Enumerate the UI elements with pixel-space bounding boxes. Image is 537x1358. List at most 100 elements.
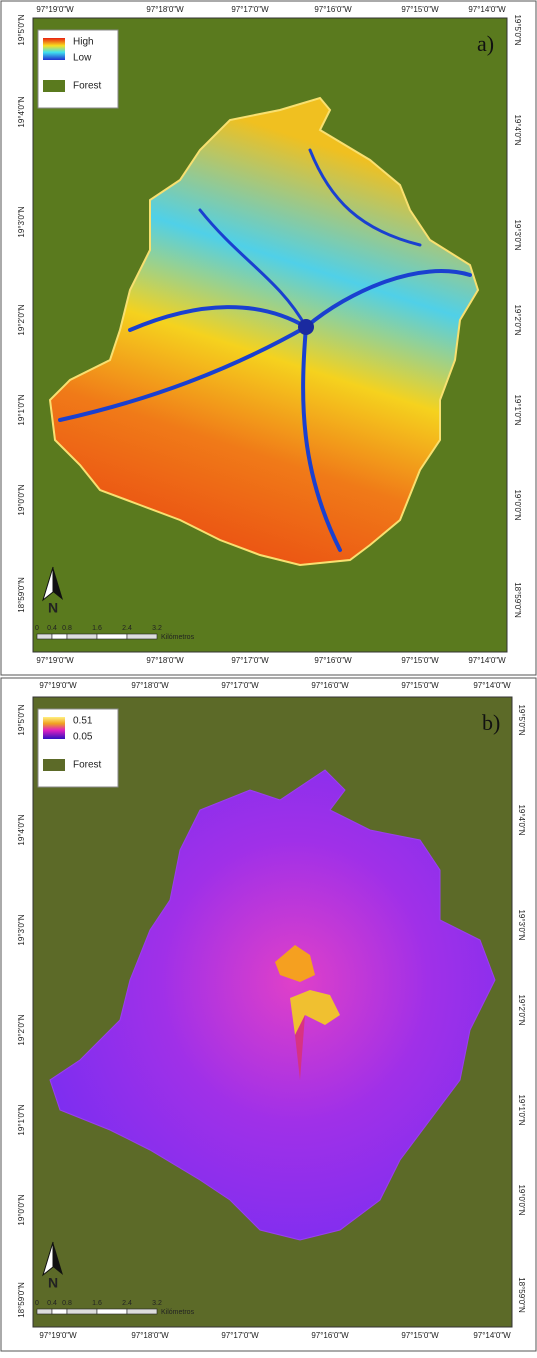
scale-label: 3.2 xyxy=(152,1300,162,1307)
scale-label: 0.8 xyxy=(62,625,72,632)
latitude-label: 19°4'0"N xyxy=(517,804,526,835)
volcano-index-map xyxy=(49,769,496,1241)
latitude-label: 19°2'0"N xyxy=(517,994,526,1025)
legend-forest: Forest xyxy=(73,760,102,771)
summit-high xyxy=(290,990,340,1035)
scale-label: 1.6 xyxy=(92,1300,102,1307)
scale-segment xyxy=(66,1308,98,1315)
longitude-label: 97°16'0"W xyxy=(314,656,352,665)
latitude-label: 19°3'0"N xyxy=(17,914,26,945)
latitude-label: 19°5'0"N xyxy=(17,14,26,45)
latitude-label: 19°0'0"N xyxy=(17,1194,26,1225)
drainage-lines xyxy=(58,148,472,552)
legend-low: Low xyxy=(73,53,92,64)
scale-label: 2.4 xyxy=(122,1300,132,1307)
north-arrow xyxy=(53,567,63,600)
longitude-label: 97°14'0"W xyxy=(468,5,506,14)
latitude-label: 19°5'0"N xyxy=(17,704,26,735)
scale-segment xyxy=(51,633,68,640)
scale-segment xyxy=(66,633,98,640)
longitude-label: 97°16'0"W xyxy=(314,5,352,14)
legend-high: High xyxy=(73,37,94,48)
longitude-label: 97°19'0"W xyxy=(36,656,74,665)
legend-forest-swatch xyxy=(43,759,65,771)
latitude-label: 18°59'0"N xyxy=(513,582,522,618)
latitude-label: 19°2'0"N xyxy=(17,304,26,335)
longitude-label: 97°15'0"W xyxy=(401,681,439,690)
legend-forest: Forest xyxy=(73,81,102,92)
crater xyxy=(298,319,314,335)
north-label: N xyxy=(48,1275,58,1291)
summit-high xyxy=(295,1015,305,1080)
longitude-label: 97°14'0"W xyxy=(473,681,511,690)
longitude-label: 97°18'0"W xyxy=(131,1331,169,1340)
longitude-label: 97°17'0"W xyxy=(231,656,269,665)
legend-forest-swatch xyxy=(43,80,65,92)
scale-segment xyxy=(36,1308,53,1315)
latitude-label: 19°3'0"N xyxy=(513,219,522,250)
longitude-label: 97°15'0"W xyxy=(401,1331,439,1340)
scale-unit: Kilómetros xyxy=(161,1309,195,1316)
scale-label: 0 xyxy=(35,1300,39,1307)
longitude-label: 97°16'0"W xyxy=(311,681,349,690)
longitude-label: 97°14'0"W xyxy=(473,1331,511,1340)
longitude-label: 97°15'0"W xyxy=(401,656,439,665)
scale-segment xyxy=(126,633,158,640)
scale-label: 0.4 xyxy=(47,625,57,632)
longitude-label: 97°15'0"W xyxy=(401,5,439,14)
latitude-label: 19°3'0"N xyxy=(517,909,526,940)
scale-segment xyxy=(96,1308,128,1315)
longitude-label: 97°16'0"W xyxy=(311,1331,349,1340)
latitude-label: 19°1'0"N xyxy=(517,1094,526,1125)
longitude-label: 97°17'0"W xyxy=(221,681,259,690)
latitude-label: 18°59'0"N xyxy=(17,1282,26,1318)
scale-label: 0.4 xyxy=(47,1300,57,1307)
longitude-label: 97°19'0"W xyxy=(39,681,77,690)
scale-label: 1.6 xyxy=(92,625,102,632)
legend-ramp xyxy=(43,38,65,60)
latitude-label: 19°4'0"N xyxy=(17,814,26,845)
scale-unit: Kilómetros xyxy=(161,634,195,641)
longitude-label: 97°14'0"W xyxy=(468,656,506,665)
latitude-label: 19°4'0"N xyxy=(513,114,522,145)
latitude-label: 19°2'0"N xyxy=(17,1014,26,1045)
longitude-label: 97°17'0"W xyxy=(231,5,269,14)
latitude-label: 19°0'0"N xyxy=(517,1184,526,1215)
latitude-label: 19°2'0"N xyxy=(513,304,522,335)
latitude-label: 19°5'0"N xyxy=(517,704,526,735)
latitude-label: 19°1'0"N xyxy=(17,1104,26,1135)
latitude-label: 19°1'0"N xyxy=(17,394,26,425)
longitude-label: 97°18'0"W xyxy=(146,656,184,665)
scale-label: 0.8 xyxy=(62,1300,72,1307)
longitude-label: 97°18'0"W xyxy=(146,5,184,14)
latitude-label: 19°1'0"N xyxy=(513,394,522,425)
scale-label: 0 xyxy=(35,625,39,632)
summit-high xyxy=(275,945,315,982)
scale-label: 3.2 xyxy=(152,625,162,632)
latitude-label: 19°5'0"N xyxy=(513,14,522,45)
latitude-label: 19°0'0"N xyxy=(17,484,26,515)
legend-ramp xyxy=(43,717,65,739)
latitude-label: 19°0'0"N xyxy=(513,489,522,520)
longitude-label: 97°18'0"W xyxy=(131,681,169,690)
panel-label: b) xyxy=(482,710,500,735)
latitude-label: 18°59'0"N xyxy=(517,1277,526,1313)
longitude-label: 97°19'0"W xyxy=(36,5,74,14)
longitude-label: 97°19'0"W xyxy=(39,1331,77,1340)
north-label: N xyxy=(48,600,58,616)
longitude-label: 97°17'0"W xyxy=(221,1331,259,1340)
legend-high: 0.51 xyxy=(73,716,93,727)
latitude-label: 18°59'0"N xyxy=(17,577,26,613)
volcano-slope-map xyxy=(48,96,480,567)
scale-label: 2.4 xyxy=(122,625,132,632)
scale-segment xyxy=(36,633,53,640)
latitude-label: 19°3'0"N xyxy=(17,206,26,237)
panel-label: a) xyxy=(477,31,494,56)
scale-segment xyxy=(96,633,128,640)
north-arrow xyxy=(53,1242,63,1275)
latitude-label: 19°4'0"N xyxy=(17,96,26,127)
scale-segment xyxy=(51,1308,68,1315)
scale-segment xyxy=(126,1308,158,1315)
